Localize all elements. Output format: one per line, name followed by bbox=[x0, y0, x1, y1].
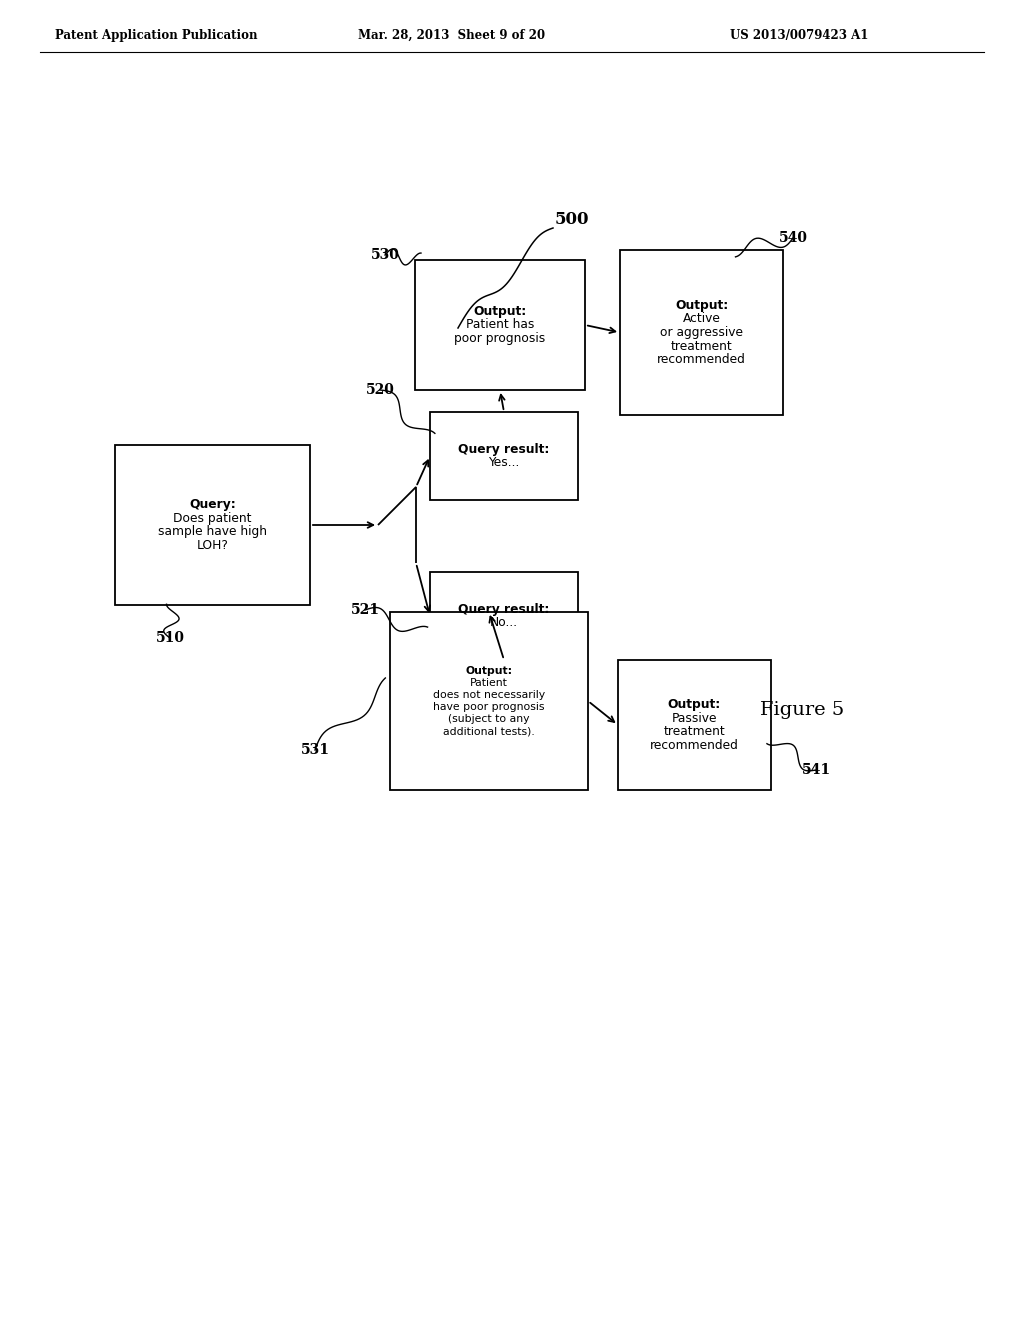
FancyBboxPatch shape bbox=[430, 572, 578, 660]
Text: (subject to any: (subject to any bbox=[449, 714, 529, 725]
FancyBboxPatch shape bbox=[415, 260, 585, 389]
Text: LOH?: LOH? bbox=[197, 539, 228, 552]
Text: Does patient: Does patient bbox=[173, 512, 252, 524]
Text: US 2013/0079423 A1: US 2013/0079423 A1 bbox=[730, 29, 868, 41]
Text: Passive: Passive bbox=[672, 711, 717, 725]
Text: 530: 530 bbox=[371, 248, 399, 261]
Text: poor prognosis: poor prognosis bbox=[455, 333, 546, 345]
Text: Output:: Output: bbox=[466, 665, 513, 676]
FancyBboxPatch shape bbox=[390, 612, 588, 789]
Text: 540: 540 bbox=[778, 231, 808, 246]
Text: Patient has: Patient has bbox=[466, 318, 535, 331]
Text: Mar. 28, 2013  Sheet 9 of 20: Mar. 28, 2013 Sheet 9 of 20 bbox=[358, 29, 545, 41]
FancyBboxPatch shape bbox=[430, 412, 578, 500]
Text: Query result:: Query result: bbox=[459, 603, 550, 615]
FancyBboxPatch shape bbox=[620, 249, 783, 414]
Text: 520: 520 bbox=[366, 383, 394, 397]
Text: 541: 541 bbox=[802, 763, 830, 777]
Text: Active: Active bbox=[683, 313, 721, 325]
Text: Patent Application Publication: Patent Application Publication bbox=[55, 29, 257, 41]
Text: sample have high: sample have high bbox=[158, 525, 267, 539]
Text: does not necessarily: does not necessarily bbox=[433, 690, 545, 700]
Text: recommended: recommended bbox=[657, 354, 745, 366]
Text: 500: 500 bbox=[555, 211, 590, 228]
Text: Output:: Output: bbox=[473, 305, 526, 318]
Text: Patient: Patient bbox=[470, 678, 508, 688]
Text: Query result:: Query result: bbox=[459, 442, 550, 455]
Text: No...: No... bbox=[489, 616, 518, 630]
Text: Output:: Output: bbox=[675, 298, 728, 312]
Text: or aggressive: or aggressive bbox=[660, 326, 743, 339]
Text: Query:: Query: bbox=[189, 498, 236, 511]
Text: treatment: treatment bbox=[664, 725, 725, 738]
Text: Output:: Output: bbox=[668, 698, 721, 711]
Text: Yes...: Yes... bbox=[488, 457, 520, 470]
Text: have poor prognosis: have poor prognosis bbox=[433, 702, 545, 711]
Text: 531: 531 bbox=[300, 743, 330, 756]
Text: recommended: recommended bbox=[650, 739, 739, 752]
FancyBboxPatch shape bbox=[618, 660, 771, 789]
Text: treatment: treatment bbox=[671, 339, 732, 352]
Text: 510: 510 bbox=[156, 631, 184, 645]
Text: 521: 521 bbox=[350, 603, 380, 616]
Text: additional tests).: additional tests). bbox=[443, 726, 535, 737]
FancyBboxPatch shape bbox=[115, 445, 310, 605]
Text: Figure 5: Figure 5 bbox=[760, 701, 844, 719]
